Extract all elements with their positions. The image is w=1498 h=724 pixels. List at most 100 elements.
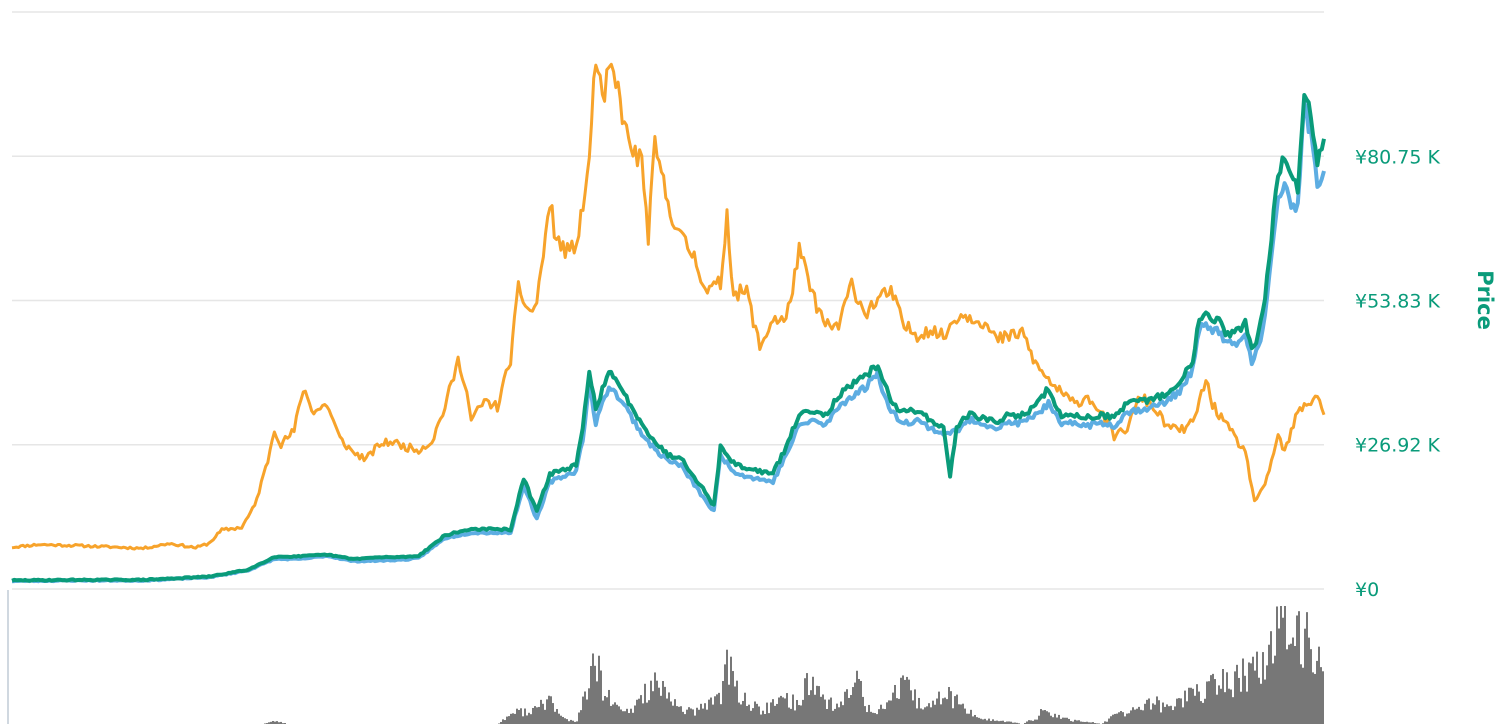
volume-bar bbox=[716, 694, 718, 724]
volume-bar bbox=[1160, 712, 1162, 724]
volume-bar bbox=[1276, 606, 1278, 724]
volume-bar bbox=[848, 697, 850, 724]
volume-bar bbox=[580, 710, 582, 724]
volume-bar bbox=[944, 697, 946, 724]
volume-bar bbox=[1296, 615, 1298, 724]
volume-bar bbox=[1202, 702, 1204, 724]
volume-bar bbox=[734, 686, 736, 724]
volume-bar bbox=[920, 708, 922, 724]
volume-bar bbox=[1144, 703, 1146, 724]
volume-bar bbox=[886, 702, 888, 724]
volume-bar bbox=[1206, 681, 1208, 724]
series-line-0 bbox=[11, 62, 1326, 551]
volume-bar bbox=[804, 678, 806, 724]
volume-bar bbox=[558, 713, 560, 724]
volume-bar bbox=[636, 699, 638, 724]
volume-bar bbox=[786, 693, 788, 724]
volume-bar bbox=[922, 709, 924, 724]
volume-bar bbox=[590, 666, 592, 724]
volume-bar bbox=[538, 706, 540, 724]
volume-bar bbox=[948, 687, 950, 724]
volume-bar bbox=[974, 714, 976, 724]
volume-bar bbox=[548, 695, 550, 724]
volume-bar bbox=[1050, 715, 1052, 724]
volume-bar bbox=[772, 699, 774, 724]
volume-bar bbox=[560, 715, 562, 724]
volume-bar bbox=[1070, 721, 1072, 724]
volume-bar bbox=[1244, 675, 1246, 724]
volume-bar bbox=[862, 696, 864, 724]
volume-bar bbox=[1242, 658, 1244, 724]
volume-bar bbox=[1168, 706, 1170, 724]
volume-bar bbox=[1052, 717, 1054, 724]
volume-bar bbox=[836, 703, 838, 724]
volume-bar bbox=[1254, 670, 1256, 724]
y-tick-label: ¥0 bbox=[1355, 579, 1379, 601]
volume-bar bbox=[1040, 709, 1042, 724]
volume-bar bbox=[1266, 665, 1268, 724]
volume-bar bbox=[874, 713, 876, 724]
volume-bar bbox=[1302, 667, 1304, 724]
volume-bar bbox=[918, 697, 920, 724]
volume-bar bbox=[650, 680, 652, 724]
volume-bar bbox=[1120, 711, 1122, 724]
series-lines bbox=[11, 62, 1326, 584]
volume-bar bbox=[902, 675, 904, 724]
volume-bar bbox=[720, 704, 722, 724]
volume-bar bbox=[910, 690, 912, 724]
volume-bar bbox=[1046, 711, 1048, 724]
volume-bar bbox=[802, 699, 804, 724]
volume-bar bbox=[976, 717, 978, 724]
volume-bar bbox=[978, 717, 980, 724]
volume-bar bbox=[1284, 606, 1286, 724]
volume-bar bbox=[1124, 716, 1126, 724]
volume-bar bbox=[1226, 672, 1228, 724]
volume-bar bbox=[1196, 684, 1198, 724]
volume-bar bbox=[1286, 649, 1288, 724]
volume-bar bbox=[1084, 721, 1086, 724]
volume-bar bbox=[634, 705, 636, 724]
volume-bar bbox=[1000, 720, 1002, 724]
volume-bar bbox=[1106, 721, 1108, 724]
volume-bar bbox=[860, 680, 862, 724]
volume-bar bbox=[866, 712, 868, 724]
volume-bar bbox=[972, 716, 974, 724]
volume-bar bbox=[642, 703, 644, 724]
volume-bar bbox=[876, 714, 878, 724]
volume-bar bbox=[774, 705, 776, 724]
volume-bar bbox=[518, 709, 520, 724]
volume-bar bbox=[652, 691, 654, 724]
volume-bar bbox=[610, 705, 612, 724]
volume-bar bbox=[1024, 722, 1026, 724]
volume-bar bbox=[1092, 722, 1094, 724]
volume-bar bbox=[594, 665, 596, 724]
volume-bar bbox=[672, 705, 674, 724]
volume-bar bbox=[1208, 681, 1210, 724]
volume-bar bbox=[1270, 631, 1272, 724]
volume-bar bbox=[1304, 628, 1306, 724]
volume-bar bbox=[622, 711, 624, 724]
volume-bar bbox=[1146, 699, 1148, 724]
volume-bar bbox=[818, 686, 820, 724]
volume-bar bbox=[566, 719, 568, 724]
volume-bar bbox=[968, 713, 970, 724]
volume-bar bbox=[586, 699, 588, 724]
volume-bar bbox=[1282, 617, 1284, 724]
volume-bar bbox=[750, 710, 752, 724]
volume-bar bbox=[542, 703, 544, 724]
volume-bar bbox=[892, 692, 894, 724]
volume-bar bbox=[730, 656, 732, 724]
volume-bar bbox=[954, 696, 956, 724]
volume-bar bbox=[1322, 671, 1324, 724]
volume-bar bbox=[574, 721, 576, 724]
volume-bar bbox=[1128, 713, 1130, 724]
volume-bar bbox=[706, 709, 708, 724]
volume-bar bbox=[1308, 637, 1310, 724]
volume-bar bbox=[998, 721, 1000, 724]
volume-bar bbox=[628, 713, 630, 724]
volume-bar bbox=[950, 691, 952, 724]
volume-bar bbox=[794, 710, 796, 724]
volume-bar bbox=[1292, 637, 1294, 724]
volume-bar bbox=[1138, 706, 1140, 724]
